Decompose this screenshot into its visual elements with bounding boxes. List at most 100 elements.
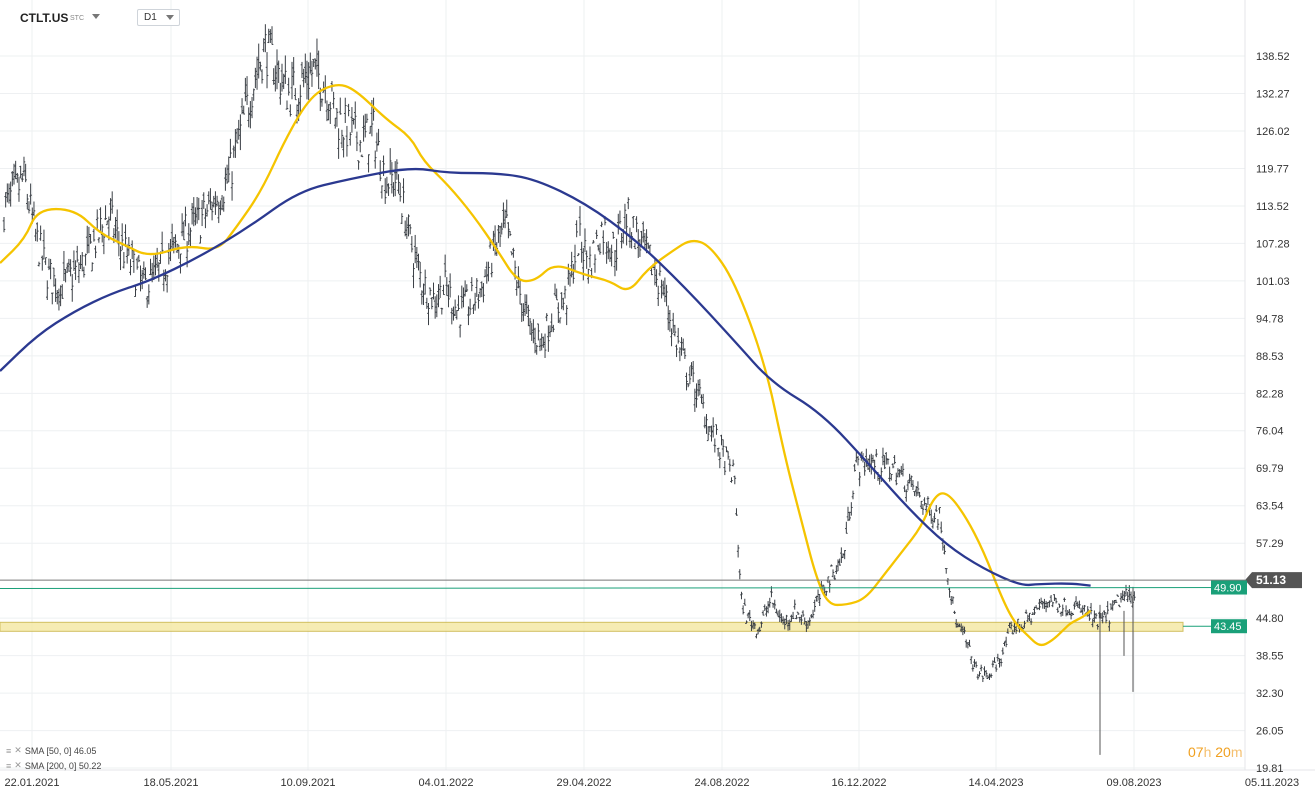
y-tick-label: 107.28: [1256, 238, 1290, 250]
candle: [592, 239, 595, 244]
candle: [1056, 607, 1060, 613]
candle: [485, 261, 489, 284]
candle: [578, 206, 582, 236]
symbol-dropdown-icon[interactable]: [92, 14, 100, 19]
level-tag: 43.45: [1211, 619, 1247, 634]
settings-icon[interactable]: ≡: [6, 745, 12, 756]
tag-label: 49.90: [1214, 583, 1242, 595]
candle: [533, 327, 537, 354]
candle: [1071, 612, 1075, 615]
candle: [242, 105, 246, 115]
candle: [1004, 636, 1008, 648]
candle: [470, 277, 474, 292]
candle: [1036, 607, 1040, 610]
candle: [69, 259, 72, 277]
candle: [492, 230, 495, 252]
close-icon[interactable]: ✕: [14, 760, 22, 770]
candle: [909, 475, 913, 488]
candle-timer: 07h 20m: [1188, 744, 1243, 760]
candle: [478, 287, 482, 298]
candle: [715, 424, 718, 435]
x-tick-label: 16.12.2022: [831, 777, 886, 789]
candle: [703, 416, 707, 429]
candle: [347, 103, 350, 117]
candle: [70, 274, 74, 302]
candle: [753, 622, 757, 630]
candle: [26, 193, 29, 210]
candle: [1111, 600, 1114, 611]
candle: [1009, 621, 1013, 630]
candle: [373, 150, 377, 169]
candle: [691, 360, 695, 383]
candle: [497, 224, 500, 243]
candle: [1074, 596, 1078, 606]
candle: [280, 63, 284, 92]
candle: [698, 379, 702, 396]
candle: [450, 307, 454, 325]
candle: [745, 620, 748, 624]
candle: [282, 73, 285, 90]
candle: [1089, 602, 1093, 615]
candle: [493, 225, 497, 256]
legend-sma50[interactable]: ≡ ✕ SMA [50, 0] 46.05: [6, 745, 96, 756]
candle: [863, 461, 866, 476]
candle: [563, 285, 567, 299]
candle: [616, 213, 620, 235]
candle: [796, 611, 800, 615]
candle: [64, 269, 67, 283]
candle: [542, 336, 545, 348]
candle: [580, 241, 583, 263]
candle: [463, 280, 467, 297]
candle: [360, 154, 364, 158]
candle: [615, 238, 618, 271]
candle: [245, 76, 249, 106]
settings-icon[interactable]: ≡: [6, 760, 12, 771]
candle: [798, 616, 802, 623]
y-tick-label: 113.52: [1256, 201, 1289, 213]
candle: [415, 246, 419, 269]
candle: [1069, 611, 1073, 620]
symbol-name[interactable]: CTLT.US: [20, 11, 69, 25]
candle: [889, 473, 893, 481]
timeframe-select[interactable]: D1: [137, 9, 180, 26]
candle: [62, 250, 66, 282]
candle: [292, 57, 295, 86]
candle: [60, 284, 64, 299]
candle: [442, 284, 445, 296]
candle: [512, 247, 515, 258]
candle: [6, 183, 9, 203]
candle: [82, 266, 86, 278]
candle: [477, 294, 480, 309]
candle: [969, 656, 973, 665]
legend-sma200[interactable]: ≡ ✕ SMA [200, 0] 50.22: [6, 760, 101, 771]
candle: [720, 434, 723, 446]
candle: [7, 183, 11, 204]
candle: [227, 156, 231, 183]
close-icon[interactable]: ✕: [14, 745, 22, 755]
candle: [294, 88, 297, 101]
candle: [851, 490, 855, 500]
candle: [1006, 628, 1010, 634]
candle: [1043, 598, 1046, 609]
candle: [250, 96, 254, 119]
candle: [210, 201, 214, 221]
candle: [830, 564, 833, 567]
candle: [225, 164, 229, 184]
candle: [537, 323, 540, 341]
candle: [761, 610, 765, 616]
candle: [447, 284, 450, 308]
candle: [180, 213, 184, 237]
candle: [931, 518, 935, 529]
candle: [626, 197, 630, 210]
candle: [605, 242, 608, 264]
candle: [1061, 604, 1065, 616]
support-zone-rect: [0, 621, 1184, 632]
candle: [52, 267, 56, 287]
x-tick-label: 29.04.2022: [556, 777, 611, 789]
candle: [788, 619, 792, 631]
candle: [904, 489, 908, 502]
candle: [314, 58, 317, 70]
candle: [785, 614, 788, 625]
candle: [252, 88, 256, 101]
